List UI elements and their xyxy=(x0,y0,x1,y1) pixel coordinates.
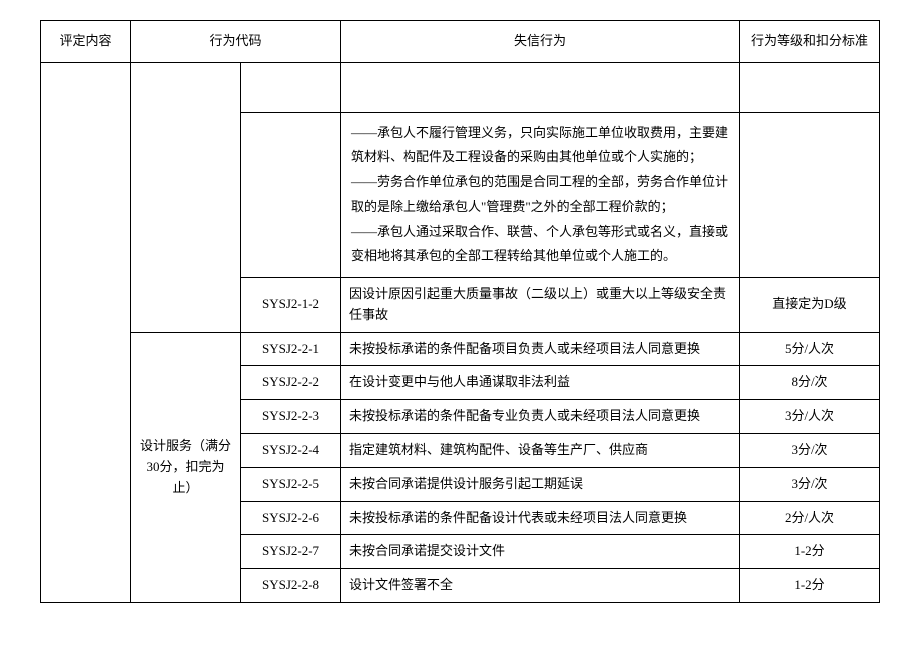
standard-cell: 2分/人次 xyxy=(740,501,880,535)
header-standard: 行为等级和扣分标准 xyxy=(740,21,880,63)
credit-rating-table: 评定内容 行为代码 失信行为 行为等级和扣分标准 ——承包人不履行管理义务，只向… xyxy=(40,20,880,603)
behavior-cell: 在设计变更中与他人串通谋取非法利益 xyxy=(341,366,740,400)
header-code: 行为代码 xyxy=(131,21,341,63)
behavior-cell: ——承包人不履行管理义务，只向实际施工单位收取费用，主要建筑材料、构配件及工程设… xyxy=(341,112,740,277)
assess-cell xyxy=(41,62,131,602)
standard-cell: 8分/次 xyxy=(740,366,880,400)
behavior-cell: 未按合同承诺提交设计文件 xyxy=(341,535,740,569)
code-cell: SYSJ2-2-4 xyxy=(241,433,341,467)
behavior-cell: 未按投标承诺的条件配备项目负责人或未经项目法人同意更换 xyxy=(341,332,740,366)
standard-cell-blank xyxy=(740,112,880,277)
code-cell: SYSJ2-2-2 xyxy=(241,366,341,400)
standard-cell: 3分/次 xyxy=(740,433,880,467)
standard-cell: 3分/人次 xyxy=(740,400,880,434)
code-cell-blank xyxy=(241,112,341,277)
behavior-cell: 指定建筑材料、建筑构配件、设备等生产厂、供应商 xyxy=(341,433,740,467)
behavior-cell: 未按投标承诺的条件配备设计代表或未经项目法人同意更换 xyxy=(341,501,740,535)
code-cell: SYSJ2-2-6 xyxy=(241,501,341,535)
table-row xyxy=(41,62,880,112)
code-cell: SYSJ2-2-8 xyxy=(241,569,341,603)
code-cell: SYSJ2-1-2 xyxy=(241,277,341,332)
behavior-cell-empty xyxy=(341,62,740,112)
behavior-cell: 因设计原因引起重大质量事故（二级以上）或重大以上等级安全责任事故 xyxy=(341,277,740,332)
code-cell: SYSJ2-2-7 xyxy=(241,535,341,569)
header-assess: 评定内容 xyxy=(41,21,131,63)
standard-cell: 1-2分 xyxy=(740,569,880,603)
code-cell: SYSJ2-2-3 xyxy=(241,400,341,434)
code-cell: SYSJ2-2-5 xyxy=(241,467,341,501)
behavior-cell: 未按合同承诺提供设计服务引起工期延误 xyxy=(341,467,740,501)
code-cell: SYSJ2-2-1 xyxy=(241,332,341,366)
standard-cell: 5分/人次 xyxy=(740,332,880,366)
behavior-cell: 设计文件签署不全 xyxy=(341,569,740,603)
header-behavior: 失信行为 xyxy=(341,21,740,63)
category-cell: 设计服务（满分30分，扣完为止） xyxy=(131,332,241,602)
behavior-cell: 未按投标承诺的条件配备专业负责人或未经项目法人同意更换 xyxy=(341,400,740,434)
standard-cell-empty xyxy=(740,62,880,112)
table-row: 设计服务（满分30分，扣完为止） SYSJ2-2-1 未按投标承诺的条件配备项目… xyxy=(41,332,880,366)
code-cell-empty xyxy=(241,62,341,112)
standard-cell: 直接定为D级 xyxy=(740,277,880,332)
header-row: 评定内容 行为代码 失信行为 行为等级和扣分标准 xyxy=(41,21,880,63)
standard-cell: 3分/次 xyxy=(740,467,880,501)
category-cell-empty xyxy=(131,62,241,332)
standard-cell: 1-2分 xyxy=(740,535,880,569)
